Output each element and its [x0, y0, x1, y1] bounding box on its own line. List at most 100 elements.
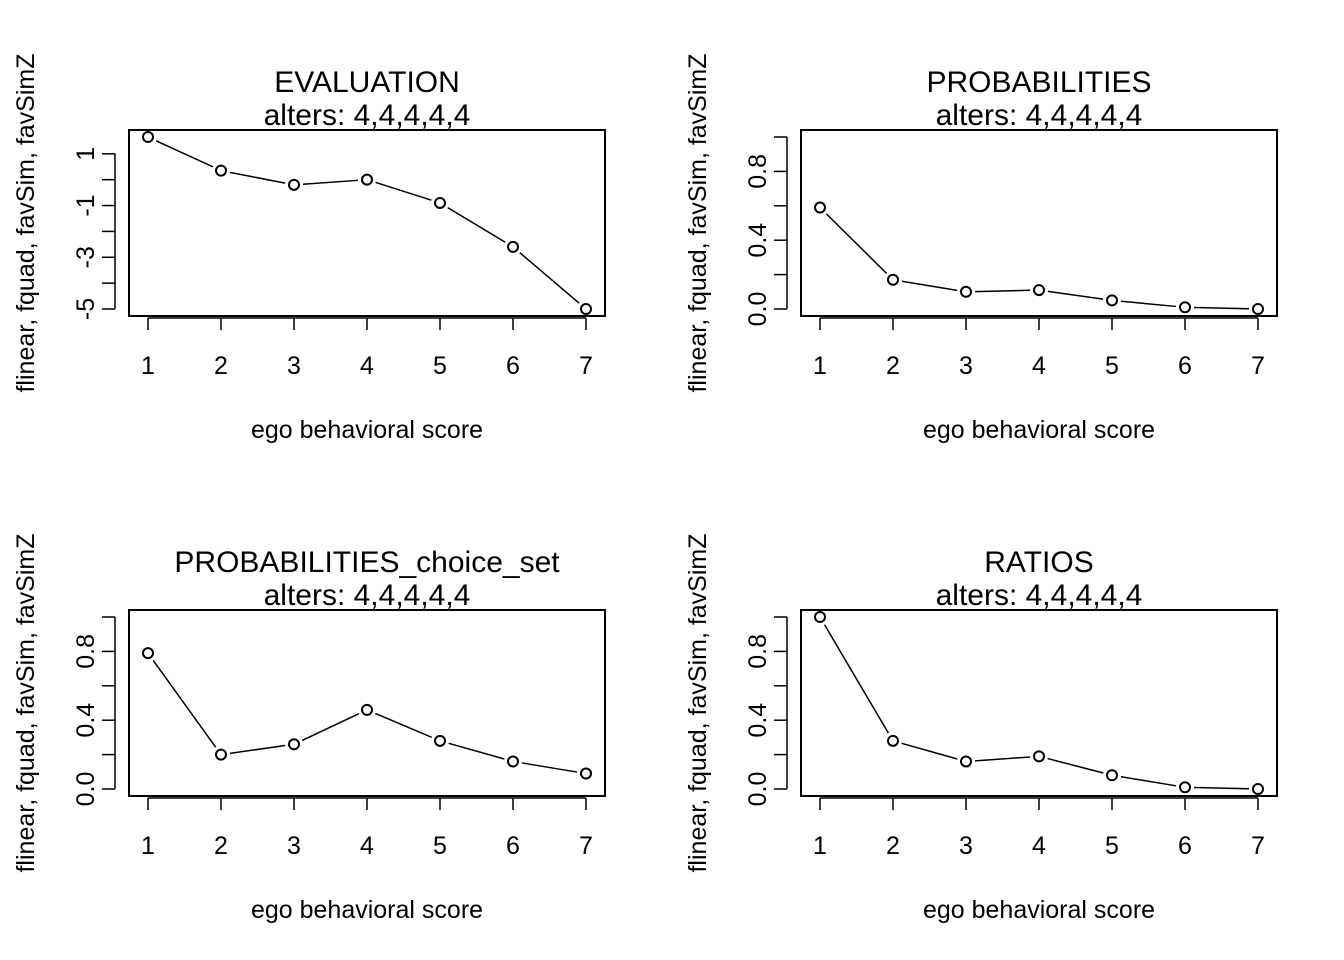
- data-point: [1106, 294, 1118, 307]
- data-point: [580, 767, 592, 780]
- y-tick-label: 0.0: [744, 772, 772, 807]
- y-tick-label: 1: [72, 147, 100, 161]
- series-line-segment: [229, 171, 286, 184]
- plot-frame: [128, 609, 606, 797]
- x-tick-label: 7: [1251, 352, 1265, 380]
- data-point: [142, 131, 154, 143]
- x-tick-label: 3: [287, 832, 301, 860]
- data-point: [814, 201, 826, 214]
- x-axis-label: ego behavioral score: [923, 416, 1155, 444]
- y-tick-label: -5: [72, 298, 100, 320]
- series-line-segment: [302, 179, 359, 185]
- panel-subtitle: alters: 4,4,4,4,4: [264, 99, 471, 132]
- y-axis-label: flinear, fquad, favSim, favSimZ: [12, 533, 40, 872]
- series-line-segment: [155, 140, 214, 168]
- x-tick-label: 5: [433, 352, 447, 380]
- y-tick-label: 0.8: [744, 154, 772, 189]
- panel-subtitle: alters: 4,4,4,4,4: [264, 579, 471, 612]
- x-tick-label: 3: [959, 832, 973, 860]
- series-line-segment: [1193, 306, 1250, 310]
- series-line-segment: [901, 742, 958, 760]
- y-tick-label: 0.0: [72, 772, 100, 807]
- y-axis: 0.0 0.4 0.8: [744, 616, 788, 807]
- data-point: [1033, 284, 1045, 297]
- series-line-segment: [974, 756, 1031, 762]
- x-axis: 1 2 3 4 5 6 7: [141, 797, 593, 860]
- data-point: [814, 611, 826, 623]
- panel-subtitle: alters: 4,4,4,4,4: [936, 579, 1143, 612]
- y-tick-label: 0.8: [744, 634, 772, 669]
- data-point: [1106, 769, 1118, 782]
- series-line-segment: [1047, 290, 1104, 300]
- plot-frame: [800, 129, 1278, 317]
- panel-ratios: RATIOS alters: 4,4,4,4,4 0.0 0.4 0.8 1 2 3 4 5…: [684, 533, 1278, 924]
- y-axis: -5 -3 -1 1: [72, 147, 116, 320]
- data-point: [1252, 303, 1264, 315]
- x-tick-label: 2: [886, 832, 900, 860]
- y-tick-label: 0.4: [744, 703, 772, 738]
- y-tick-label: 0.4: [744, 223, 772, 258]
- y-axis: 0.0 0.4 0.8: [744, 136, 788, 326]
- data-point: [887, 273, 899, 286]
- series-line-segment: [448, 742, 505, 760]
- data-point: [142, 647, 154, 660]
- series-line-segment: [374, 712, 433, 739]
- x-tick-label: 4: [360, 832, 374, 860]
- data-point: [887, 734, 899, 747]
- panel-title: EVALUATION: [274, 66, 460, 99]
- plot-frame: [800, 609, 1278, 797]
- plot-series: [142, 131, 592, 315]
- x-tick-label: 7: [1251, 832, 1265, 860]
- panel-probabilities: PROBABILITIES alters: 4,4,4,4,4 0.00.40.…: [684, 53, 1278, 444]
- data-point: [215, 164, 227, 177]
- plot-series: [814, 201, 1264, 315]
- x-tick-label: 3: [959, 352, 973, 380]
- data-point: [361, 703, 373, 716]
- series-line-segment: [152, 659, 217, 748]
- series-line-segment: [974, 289, 1031, 293]
- y-axis-label: flinear, fquad, favSim, favSimZ: [684, 533, 712, 872]
- y-axis-label: flinear, fquad, favSim, favSimZ: [684, 53, 712, 392]
- series-line-segment: [519, 252, 580, 304]
- x-tick-label: 4: [1032, 832, 1046, 860]
- plot-series: [814, 611, 1264, 795]
- data-point: [507, 240, 519, 253]
- series-line-segment: [521, 762, 578, 773]
- x-tick-label: 2: [214, 352, 228, 380]
- panel-evaluation: EVALUATION alters: 4,4,4,4,4 -5 -3 -1 1 1 2 3…: [12, 53, 606, 444]
- series-line-segment: [447, 206, 506, 243]
- panel-title: PROBABILITIES: [926, 66, 1151, 99]
- x-axis-label: ego behavioral score: [923, 896, 1155, 924]
- x-tick-label: 6: [506, 352, 520, 380]
- x-tick-label: 1: [141, 832, 155, 860]
- series-line-segment: [1193, 786, 1250, 790]
- x-tick-label: 5: [1105, 832, 1119, 860]
- data-point: [434, 734, 446, 747]
- x-axis: 1 2 3 4 5 6 7: [813, 797, 1265, 860]
- data-point: [1179, 301, 1191, 314]
- x-tick-label: 1: [141, 352, 155, 380]
- y-tick-label: -1: [72, 194, 100, 216]
- data-point: [1252, 783, 1264, 795]
- panel-probabilities-choice-set: PROBABILITIES_choice_set alters: 4,4,4,4…: [12, 533, 606, 924]
- data-point: [361, 173, 373, 186]
- x-tick-label: 1: [813, 832, 827, 860]
- x-tick-label: 7: [579, 352, 593, 380]
- x-tick-label: 6: [506, 832, 520, 860]
- data-point: [288, 178, 300, 191]
- panel-title: PROBABILITIES_choice_set: [174, 546, 560, 579]
- y-tick-label: 0.4: [72, 703, 100, 738]
- data-point: [1179, 781, 1191, 794]
- data-point: [960, 755, 972, 768]
- series-line-segment: [229, 744, 286, 755]
- x-tick-label: 4: [1032, 352, 1046, 380]
- x-tick-label: 4: [360, 352, 374, 380]
- x-axis: 1 2 3 4 5 6 7: [813, 317, 1265, 380]
- panel-subtitle: alters: 4,4,4,4,4: [936, 99, 1143, 132]
- x-tick-label: 1: [813, 352, 827, 380]
- series-line-segment: [823, 624, 890, 734]
- y-axis: 0.0 0.4 0.8: [72, 616, 116, 807]
- x-tick-label: 6: [1178, 352, 1192, 380]
- x-tick-label: 5: [1105, 352, 1119, 380]
